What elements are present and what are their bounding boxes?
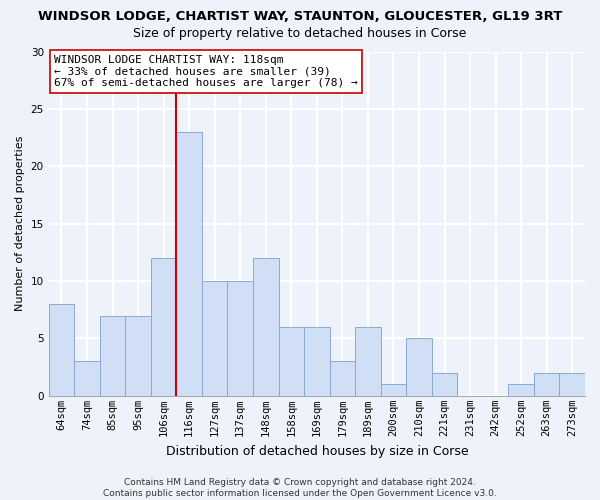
Y-axis label: Number of detached properties: Number of detached properties — [15, 136, 25, 312]
Bar — [329, 362, 355, 396]
Text: Contains HM Land Registry data © Crown copyright and database right 2024.
Contai: Contains HM Land Registry data © Crown c… — [103, 478, 497, 498]
Bar — [534, 373, 559, 396]
Bar — [355, 327, 380, 396]
Bar — [304, 327, 329, 396]
Bar — [406, 338, 432, 396]
Bar — [74, 362, 100, 396]
Bar — [49, 304, 74, 396]
Bar — [202, 281, 227, 396]
Text: WINDSOR LODGE, CHARTIST WAY, STAUNTON, GLOUCESTER, GL19 3RT: WINDSOR LODGE, CHARTIST WAY, STAUNTON, G… — [38, 10, 562, 23]
Bar — [432, 373, 457, 396]
Bar — [380, 384, 406, 396]
Bar — [253, 258, 278, 396]
Bar — [508, 384, 534, 396]
Text: Size of property relative to detached houses in Corse: Size of property relative to detached ho… — [133, 28, 467, 40]
X-axis label: Distribution of detached houses by size in Corse: Distribution of detached houses by size … — [166, 444, 468, 458]
Bar — [559, 373, 585, 396]
Bar — [151, 258, 176, 396]
Bar — [227, 281, 253, 396]
Bar — [176, 132, 202, 396]
Bar — [125, 316, 151, 396]
Bar — [100, 316, 125, 396]
Text: WINDSOR LODGE CHARTIST WAY: 118sqm
← 33% of detached houses are smaller (39)
67%: WINDSOR LODGE CHARTIST WAY: 118sqm ← 33%… — [54, 55, 358, 88]
Bar — [278, 327, 304, 396]
